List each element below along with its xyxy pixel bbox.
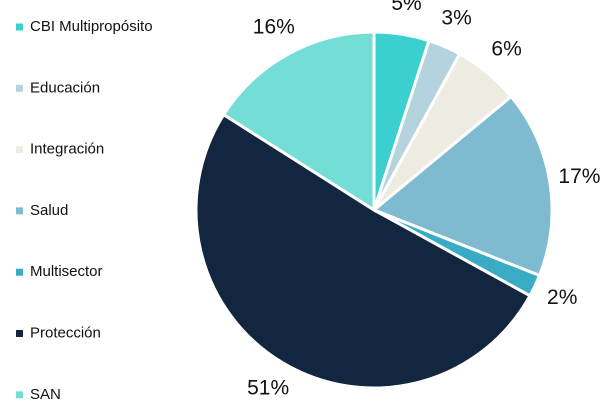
data-label: 51% — [247, 377, 289, 400]
legend-label: Educación — [30, 79, 100, 96]
legend-swatch — [16, 146, 23, 154]
legend-label: Protección — [30, 324, 101, 341]
legend-swatch — [16, 84, 23, 92]
data-label: 3% — [441, 7, 471, 30]
legend-label: SAN — [30, 386, 61, 403]
legend-label: CBI Multipropósito — [30, 18, 153, 35]
pie-slice — [221, 30, 376, 213]
legend-label: Multisector — [30, 263, 103, 280]
data-label: 6% — [491, 37, 521, 60]
pie-slice — [371, 94, 554, 278]
legend-swatch — [16, 23, 23, 31]
legend-swatch — [16, 391, 23, 399]
data-label: 5% — [391, 0, 421, 15]
data-label: 2% — [547, 286, 577, 309]
data-label: 17% — [558, 165, 600, 188]
pie-slice — [194, 112, 533, 390]
data-label: 16% — [253, 15, 295, 38]
legend-label: Integración — [30, 141, 104, 158]
legend-label: Salud — [30, 202, 68, 219]
legend-swatch — [16, 330, 23, 337]
legend-swatch — [16, 207, 23, 215]
legend-swatch — [16, 268, 23, 276]
